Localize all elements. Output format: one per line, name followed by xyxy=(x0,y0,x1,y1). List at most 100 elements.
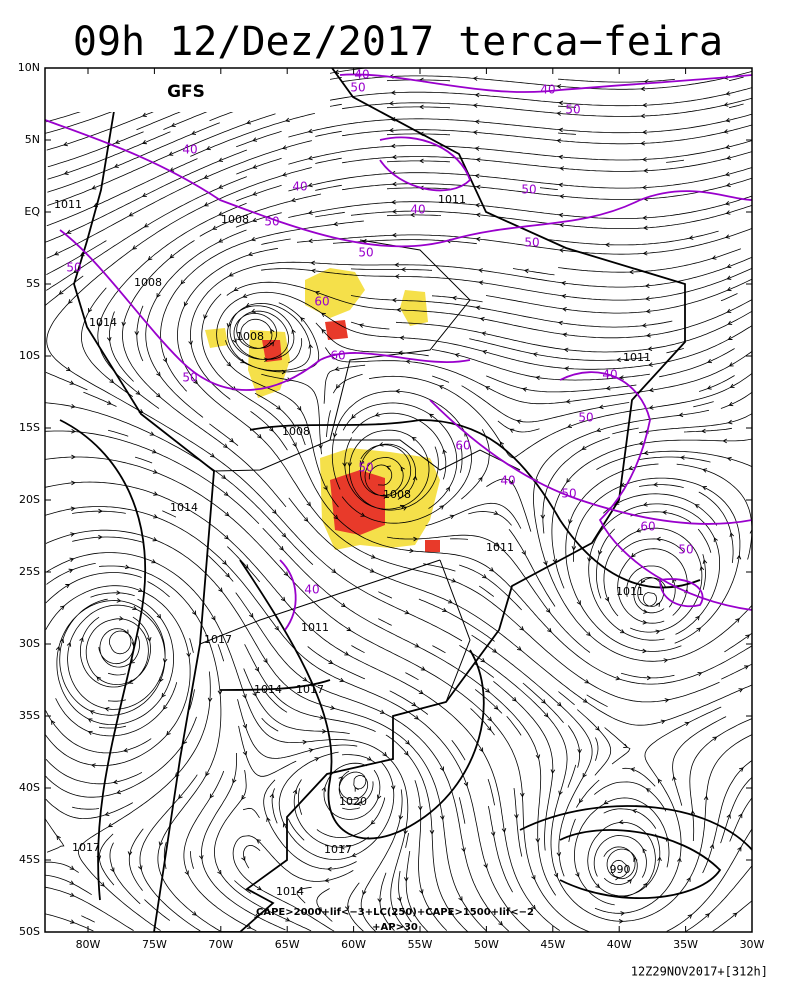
streamline xyxy=(685,865,752,932)
flow-arrow xyxy=(206,145,211,151)
flow-arrow xyxy=(149,431,155,436)
flow-arrow xyxy=(475,212,481,218)
flow-arrow xyxy=(411,436,417,442)
flow-arrow xyxy=(162,357,168,363)
flow-arrow xyxy=(642,620,648,625)
flow-arrow xyxy=(472,130,478,135)
flow-arrow xyxy=(114,139,120,144)
coastline xyxy=(73,68,686,932)
flow-arrow xyxy=(242,723,248,729)
flow-arrow xyxy=(300,317,305,322)
flow-arrow xyxy=(540,514,546,520)
flow-arrow xyxy=(558,248,564,253)
flow-arrow xyxy=(283,571,289,577)
flow-arrow xyxy=(419,158,424,164)
streamline xyxy=(639,413,752,434)
flow-arrow xyxy=(282,145,287,150)
streamline xyxy=(72,536,144,543)
flow-arrow xyxy=(561,280,566,286)
flow-arrow xyxy=(604,596,610,602)
flow-arrow xyxy=(226,322,232,328)
flow-arrow xyxy=(367,756,372,761)
flow-arrow xyxy=(725,91,731,96)
cape-contour xyxy=(559,371,752,611)
streamline xyxy=(558,691,575,706)
flow-arrow xyxy=(242,693,247,699)
flow-arrow xyxy=(647,346,653,351)
streamline xyxy=(81,915,95,923)
flow-arrow xyxy=(63,170,69,175)
streamline xyxy=(378,618,392,626)
flow-arrow xyxy=(252,691,257,697)
streamline xyxy=(557,132,577,135)
flow-arrow xyxy=(623,743,629,748)
flow-arrow xyxy=(485,386,490,391)
cape-label: 50 xyxy=(578,411,593,425)
flow-arrow xyxy=(333,514,339,520)
flow-arrow xyxy=(711,255,717,260)
flow-arrow xyxy=(228,272,234,277)
flow-arrow xyxy=(727,320,733,325)
isobars xyxy=(59,419,752,901)
flow-arrow xyxy=(272,509,277,515)
flow-arrow xyxy=(100,882,105,887)
flow-arrow xyxy=(584,679,590,684)
isobar-label: 1011 xyxy=(301,621,329,634)
flow-arrow xyxy=(146,636,152,642)
streamline xyxy=(108,311,134,382)
streamline xyxy=(236,130,282,148)
streamline xyxy=(189,638,194,653)
flow-arrow xyxy=(390,143,396,149)
flow-arrow xyxy=(221,474,227,480)
flow-arrow xyxy=(440,815,445,821)
flow-arrow xyxy=(642,648,648,654)
streamline xyxy=(90,592,135,598)
flow-arrow xyxy=(642,129,647,135)
flow-arrow xyxy=(88,307,93,313)
flow-arrow xyxy=(395,388,400,394)
flow-arrow xyxy=(394,274,400,279)
title: 09h 12/Dez/2017 terca−feira xyxy=(73,19,723,65)
streamline xyxy=(360,789,403,932)
flow-arrow xyxy=(276,405,281,410)
flow-arrow xyxy=(70,506,76,512)
streamline xyxy=(213,770,312,932)
flow-arrow xyxy=(280,596,286,602)
streamline xyxy=(216,291,752,508)
flow-arrow xyxy=(377,794,382,800)
flow-arrow xyxy=(211,615,216,621)
flow-arrow xyxy=(123,747,128,753)
flow-arrow xyxy=(344,651,350,656)
flow-arrow xyxy=(620,629,625,634)
cape-contour xyxy=(45,119,752,248)
lat-label: 45S xyxy=(19,853,40,866)
streamline xyxy=(217,644,225,662)
flow-arrow xyxy=(702,485,707,491)
flow-arrow xyxy=(285,917,291,922)
cape-label: 40 xyxy=(182,143,197,157)
flow-arrow xyxy=(642,185,647,190)
flow-arrow xyxy=(556,84,562,89)
flow-arrow xyxy=(568,519,573,525)
flow-arrow xyxy=(628,465,633,471)
lat-label: 35S xyxy=(19,709,40,722)
flow-arrow xyxy=(535,838,541,843)
streamline xyxy=(379,872,395,931)
flow-arrow xyxy=(233,286,239,292)
streamline xyxy=(385,734,469,932)
flow-arrow xyxy=(519,792,525,798)
flow-arrow xyxy=(321,328,326,334)
run-info: 12Z29NOV2017+[312h] xyxy=(631,965,768,979)
streamline xyxy=(45,798,133,820)
isobar xyxy=(59,419,147,901)
isobar xyxy=(239,559,485,840)
lon-label: 45W xyxy=(540,938,565,951)
streamline xyxy=(666,159,684,163)
flow-arrow xyxy=(563,347,569,353)
streamline xyxy=(461,429,490,500)
streamline xyxy=(342,151,752,172)
streamline xyxy=(702,760,752,874)
streamline xyxy=(347,882,364,932)
streamline xyxy=(46,240,107,275)
flow-arrow xyxy=(447,599,453,604)
